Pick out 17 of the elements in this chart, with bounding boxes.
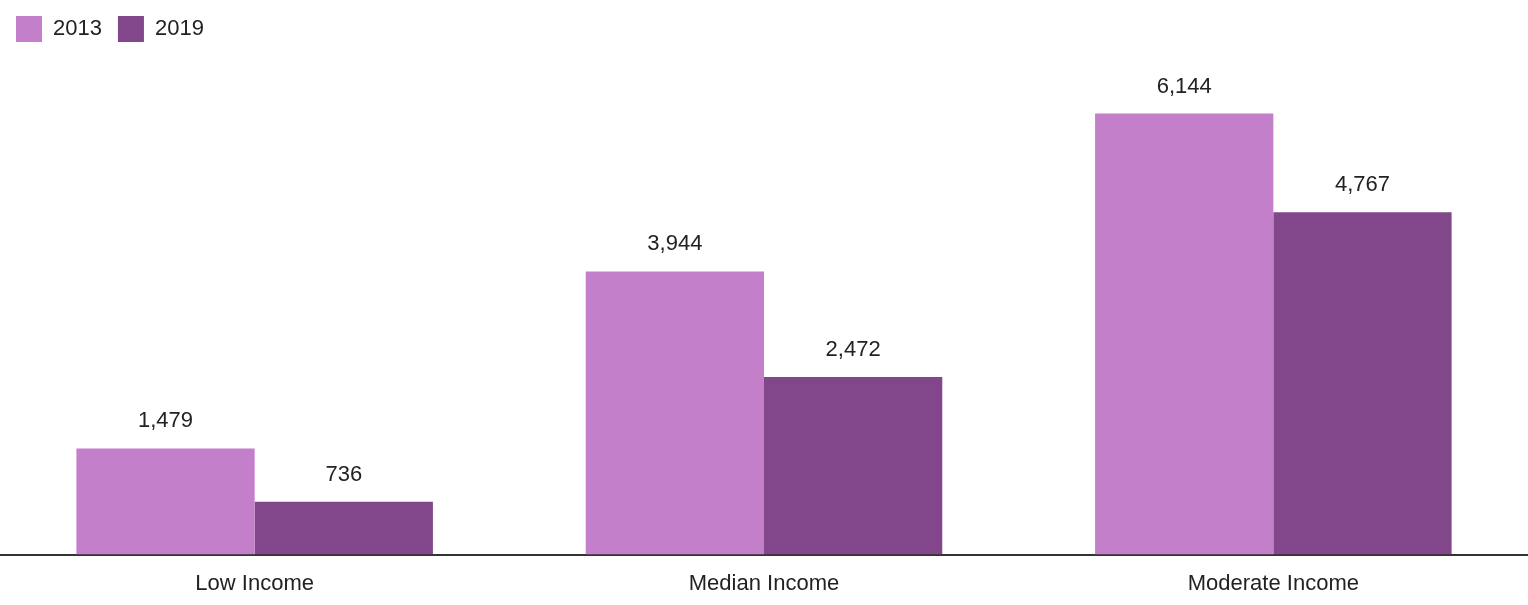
data-label: 736 [325,460,363,486]
data-label: 1,479 [138,407,194,433]
x-tick-label: Median Income [688,569,840,595]
data-label: 2,472 [825,336,881,362]
bar [1095,113,1274,555]
bar [585,271,764,555]
data-label: 3,944 [647,230,703,256]
data-label: 4,767 [1334,171,1390,197]
bar [254,501,433,555]
data-label: 6,144 [1156,72,1212,98]
bar [764,377,943,555]
legend-label: 2013 [53,15,102,41]
x-tick-label: Moderate Income [1187,569,1359,595]
x-tick-label: Low Income [195,569,314,595]
legend-label: 2019 [154,15,204,41]
bar [1273,212,1452,555]
bar [76,448,255,555]
